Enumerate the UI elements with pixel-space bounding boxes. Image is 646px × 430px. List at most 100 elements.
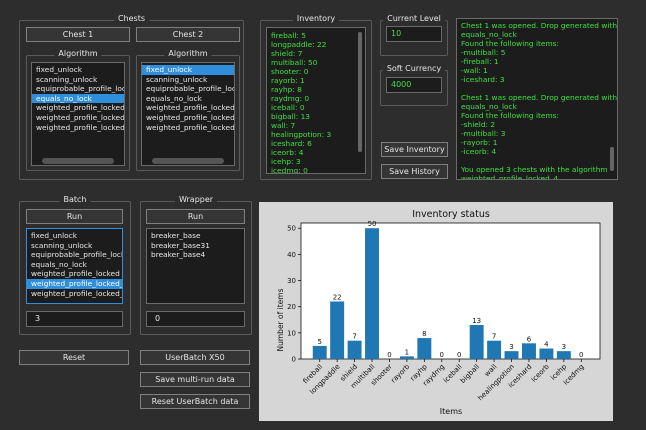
chest-2-button[interactable]: Chest 2 [136, 27, 240, 42]
history-line: You opened 3 chests with the algorithm [461, 165, 608, 174]
reset-userbatch-button[interactable]: Reset UserBatch data [140, 394, 250, 409]
history-line: Chest 1 was opened. Drop generated with [461, 93, 618, 102]
list-item[interactable]: scanning_unlock [31, 240, 93, 250]
save-multirun-button[interactable]: Save multi-run data [140, 372, 250, 387]
list-item[interactable]: scanning_unlock [146, 74, 208, 84]
y-tick-label: 20 [287, 303, 296, 311]
horizontal-scrollbar[interactable] [42, 158, 114, 164]
bar-value-label: 7 [352, 333, 356, 341]
wrapper-count-input[interactable]: 0 [146, 311, 245, 327]
bar-value-label: 8 [422, 330, 426, 338]
algorithm-list-2[interactable]: fixed_unlock scanning_unlock equiprobabl… [141, 62, 235, 166]
history-line: -multiball: 5 [461, 48, 506, 57]
bar-value-label: 22 [333, 293, 342, 301]
history-line [457, 84, 617, 93]
list-item[interactable]: equiprobable_profile_locked [31, 250, 122, 260]
list-item[interactable]: breaker_base31 [151, 240, 210, 250]
list-item[interactable]: breaker_base4 [151, 250, 206, 260]
inventory-item: iceball: 0 [271, 103, 305, 112]
list-item[interactable]: weighted_profile_locked_3+1 [146, 122, 235, 132]
inventory-item: shield: 7 [271, 49, 303, 58]
save-inventory-button[interactable]: Save Inventory [381, 142, 448, 157]
wrapper-list[interactable]: breaker_base breaker_base31 breaker_base… [146, 228, 245, 304]
list-item[interactable]: equiprobable_profile_locked [146, 84, 234, 94]
list-item[interactable]: weighted_profile_locked_4 [36, 112, 125, 122]
history-log: Chest 1 was opened. Drop generated with … [456, 18, 618, 180]
list-item[interactable]: scanning_unlock [36, 74, 98, 84]
soft-currency-value: 4000 [386, 77, 442, 93]
vertical-scrollbar[interactable] [610, 147, 614, 171]
bar [487, 340, 502, 359]
bar [417, 338, 432, 359]
current-level-group: Current Level [380, 14, 448, 56]
bar-value-label: 0 [579, 351, 583, 359]
bar-value-label: 0 [440, 351, 444, 359]
save-history-button[interactable]: Save History [381, 164, 448, 179]
algorithm-group-2: Algorithm [136, 49, 240, 171]
history-line: -multiball: 3 [461, 129, 506, 138]
chests-title: Chests [113, 14, 150, 23]
inventory-title: Inventory [292, 14, 340, 23]
bar-value-label: 0 [457, 351, 461, 359]
history-line: -iceshard: 3 [461, 75, 505, 84]
list-item-selected[interactable]: fixed_unlock [142, 65, 234, 75]
bar [365, 228, 380, 359]
inventory-item: raydmg: 0 [271, 94, 310, 103]
list-item[interactable]: breaker_base [151, 231, 201, 240]
wrapper-run-button[interactable]: Run [146, 209, 245, 224]
batch-algorithm-list[interactable]: fixed_unlock scanning_unlock equiprobabl… [26, 228, 123, 304]
list-item[interactable]: fixed_unlock [36, 65, 83, 74]
bar [539, 348, 554, 359]
chest-1-button[interactable]: Chest 1 [26, 27, 130, 42]
list-item[interactable]: equals_no_lock [146, 93, 202, 103]
y-tick-label: 30 [287, 277, 296, 285]
history-line: Found the following items: [461, 39, 560, 48]
x-tick-label: iceorb [530, 362, 551, 383]
history-line: Found the following items: [461, 111, 560, 120]
batch-run-button[interactable]: Run [26, 209, 123, 224]
list-item[interactable]: weighted_profile_locked_3+1 [31, 288, 122, 298]
bar [521, 343, 536, 359]
bar [556, 351, 571, 359]
batch-title: Batch [59, 195, 91, 204]
vertical-scrollbar[interactable] [358, 32, 362, 152]
inventory-item: wall: 7 [271, 121, 296, 130]
history-line [457, 156, 617, 165]
list-item[interactable]: weighted_profile_locked [31, 269, 120, 279]
list-item[interactable]: weighted_profile_locked_3+1 [36, 122, 125, 132]
algorithm-title-2: Algorithm [164, 49, 212, 58]
history-line: Chest 1 was opened. Drop generated with [461, 21, 618, 30]
x-tick-label: bigball [459, 363, 481, 385]
list-item[interactable]: equals_no_lock [31, 259, 87, 269]
horizontal-scrollbar[interactable] [152, 158, 224, 164]
algorithm-title-1: Algorithm [54, 49, 102, 58]
userbatch-x50-button[interactable]: UserBatch X50 [140, 350, 250, 365]
chests-group: Chests [19, 14, 244, 180]
list-item[interactable]: fixed_unlock [31, 231, 78, 240]
bar-value-label: 5 [317, 338, 321, 346]
inventory-item: shooter: 0 [271, 67, 309, 76]
bar-value-label: 7 [492, 333, 496, 341]
inventory-chart: Inventory status Number of items Items 0… [276, 209, 601, 416]
algorithm-list-1[interactable]: fixed_unlock scanning_unlock equiprobabl… [31, 62, 125, 166]
soft-currency-group: Soft Currency [380, 64, 448, 106]
inventory-item: iceshard: 6 [271, 139, 312, 148]
inventory-item: icehp: 3 [271, 157, 301, 166]
list-item[interactable]: weighted_profile_locked [36, 103, 125, 113]
list-item[interactable]: weighted_profile_locked [146, 103, 235, 113]
bar-value-label: 4 [544, 341, 549, 349]
algorithm-group-1: Algorithm [26, 49, 130, 171]
list-item-selected[interactable]: equals_no_lock [32, 93, 124, 104]
batch-count-input[interactable]: 3 [26, 311, 123, 327]
list-item[interactable]: equiprobable_profile_locked [36, 84, 124, 94]
batch-group: Batch [19, 195, 131, 335]
list-item-selected[interactable]: weighted_profile_locked_4 [27, 278, 122, 289]
history-line: -shield: 2 [461, 120, 496, 129]
reset-button[interactable]: Reset [19, 350, 129, 365]
current-level-value: 10 [386, 26, 442, 42]
bar [504, 351, 519, 359]
history-line: -iceorb: 4 [461, 147, 497, 156]
x-axis-label: Items [440, 407, 462, 416]
inventory-list: fireball: 5 longpaddle: 22 shield: 7 mul… [266, 27, 366, 174]
list-item[interactable]: weighted_profile_locked_4 [146, 112, 235, 122]
